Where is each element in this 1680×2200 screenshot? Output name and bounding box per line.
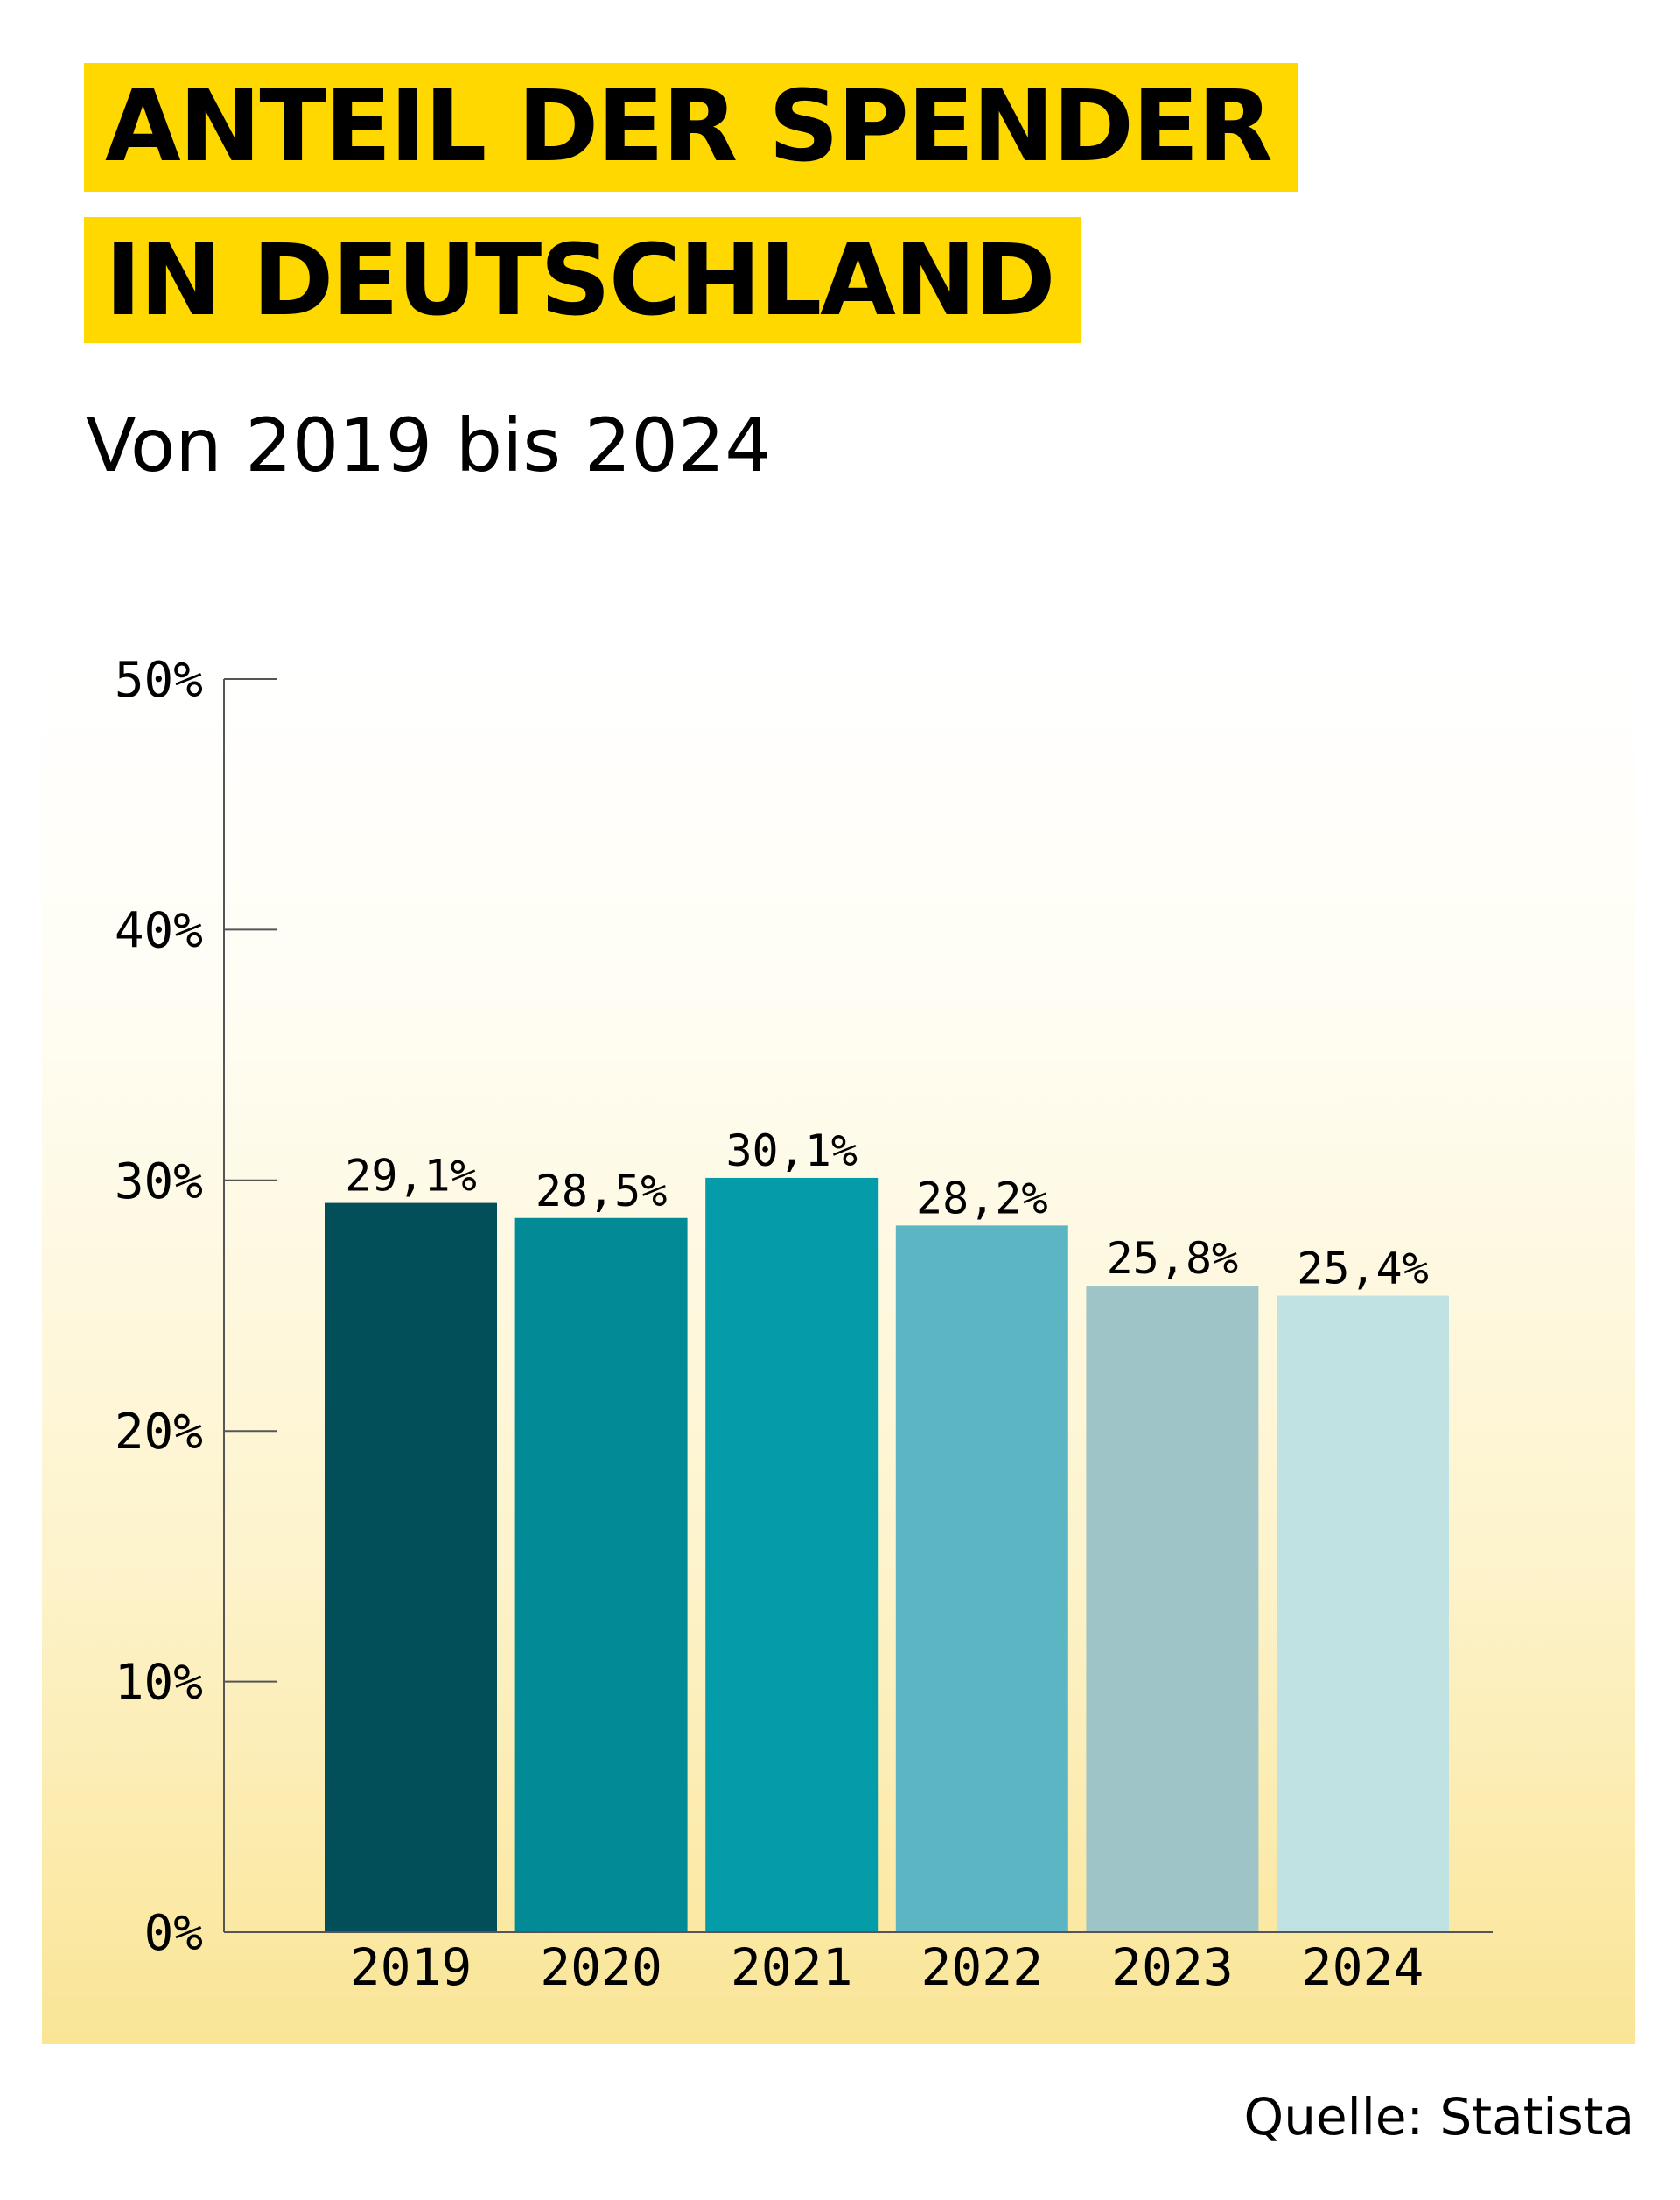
bar-2020 — [514, 1217, 688, 1932]
bar-2023 — [1086, 1286, 1259, 1932]
data-label: 28,2% — [916, 1173, 1048, 1223]
title-line-2: IN DEUTSCHLAND — [84, 217, 1081, 343]
y-tick-label: 30% — [115, 1153, 203, 1210]
bar-2024 — [1277, 1295, 1449, 1932]
subtitle: Von 2019 bis 2024 — [86, 403, 772, 488]
data-label: 28,5% — [536, 1166, 668, 1216]
data-label: 29,1% — [345, 1151, 477, 1202]
data-label: 25,8% — [1107, 1233, 1239, 1284]
data-label: 30,1% — [725, 1125, 858, 1176]
bar-2021 — [705, 1177, 878, 1932]
x-tick-label: 2019 — [350, 1937, 472, 1997]
y-tick-label: 50% — [115, 652, 203, 709]
data-label: 25,4% — [1297, 1244, 1429, 1294]
source-note: Quelle: Statista — [1243, 2087, 1634, 2147]
x-tick-label: 2023 — [1111, 1937, 1234, 1997]
bar-2019 — [325, 1202, 497, 1932]
y-tick-label: 20% — [115, 1404, 203, 1461]
y-tick-label: 40% — [115, 902, 203, 959]
x-tick-label: 2024 — [1302, 1937, 1424, 1997]
x-tick-label: 2020 — [540, 1937, 662, 1997]
y-tick-label: 10% — [115, 1655, 203, 1712]
y-tick-label: 0% — [144, 1905, 203, 1962]
x-tick-label: 2021 — [731, 1937, 853, 1997]
title-line-1: ANTEIL DER SPENDER — [84, 63, 1298, 192]
x-tick-label: 2022 — [920, 1937, 1043, 1997]
bar-2022 — [895, 1225, 1068, 1932]
